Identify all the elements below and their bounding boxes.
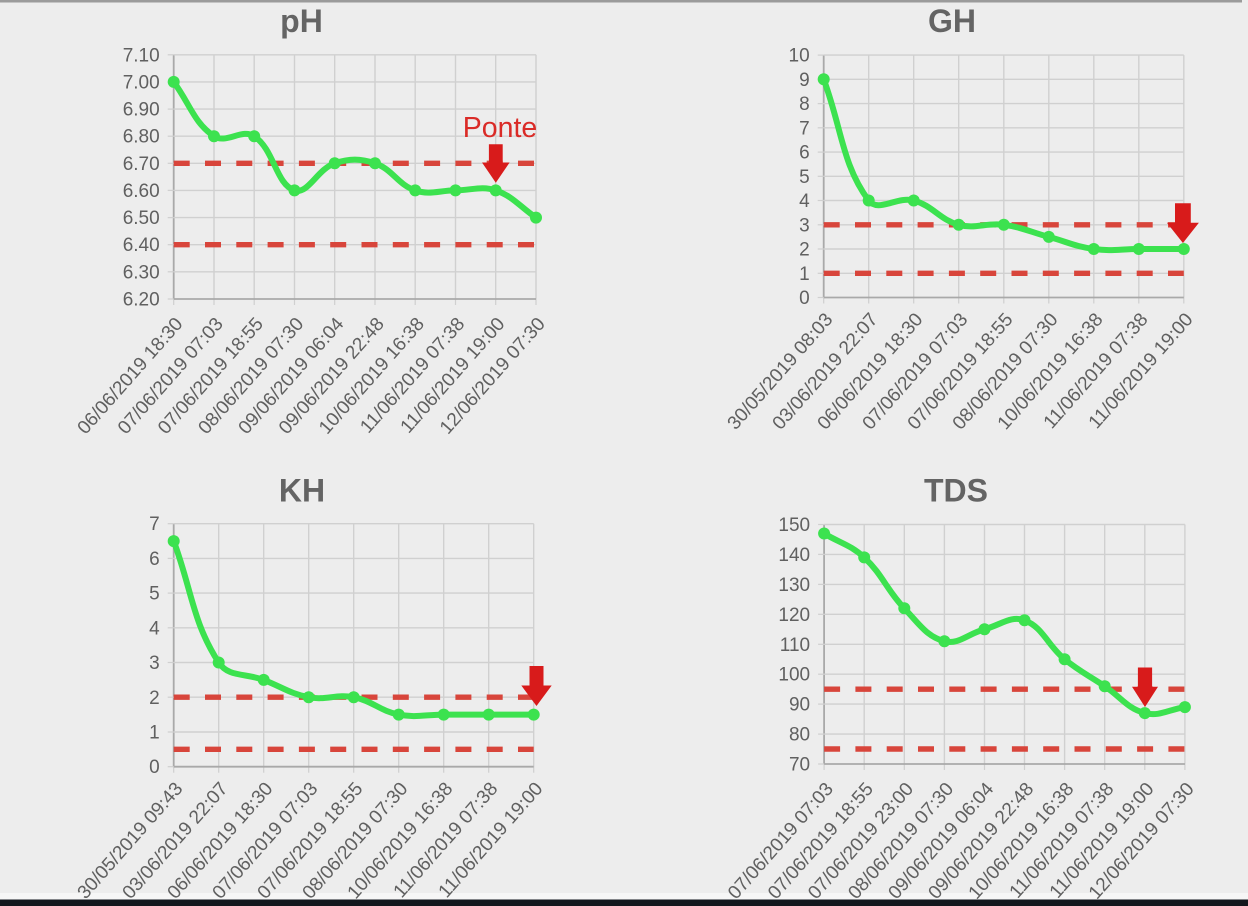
svg-text:2: 2 (799, 240, 810, 261)
svg-text:6.80: 6.80 (123, 127, 160, 148)
svg-text:7.00: 7.00 (123, 72, 160, 93)
svg-text:6.90: 6.90 (123, 100, 160, 121)
svg-text:7.10: 7.10 (123, 45, 160, 66)
svg-text:6.70: 6.70 (123, 154, 160, 175)
svg-text:4: 4 (149, 618, 160, 639)
svg-text:3: 3 (149, 653, 160, 674)
svg-text:6.30: 6.30 (123, 262, 160, 283)
svg-text:6: 6 (799, 143, 810, 164)
svg-text:TDS: TDS (924, 473, 988, 509)
svg-text:130: 130 (778, 575, 810, 596)
svg-text:GH: GH (928, 3, 976, 39)
svg-text:90: 90 (789, 695, 810, 716)
svg-text:0: 0 (799, 288, 810, 309)
svg-text:120: 120 (778, 605, 810, 626)
svg-text:Ponte: Ponte (463, 112, 537, 144)
svg-text:70: 70 (789, 755, 810, 776)
svg-text:80: 80 (789, 725, 810, 746)
svg-text:KH: KH (279, 473, 325, 509)
svg-text:140: 140 (778, 545, 810, 566)
svg-text:6.60: 6.60 (123, 181, 160, 202)
svg-text:10: 10 (789, 46, 810, 67)
svg-text:6.20: 6.20 (123, 290, 160, 311)
svg-text:0: 0 (149, 757, 160, 778)
svg-text:4: 4 (799, 191, 810, 212)
svg-text:150: 150 (778, 515, 810, 536)
svg-text:1: 1 (799, 264, 810, 285)
svg-text:3: 3 (799, 215, 810, 236)
svg-text:1: 1 (149, 723, 160, 744)
svg-text:7: 7 (149, 514, 160, 535)
svg-text:5: 5 (799, 167, 810, 188)
svg-text:pH: pH (280, 3, 323, 39)
svg-text:2: 2 (149, 688, 160, 709)
svg-text:5: 5 (149, 584, 160, 605)
svg-text:8: 8 (799, 94, 810, 115)
svg-text:6.50: 6.50 (123, 208, 160, 229)
svg-text:7: 7 (799, 118, 810, 139)
svg-text:6.40: 6.40 (123, 235, 160, 256)
svg-text:6: 6 (149, 549, 160, 570)
svg-text:9: 9 (799, 70, 810, 91)
svg-text:100: 100 (778, 665, 810, 686)
svg-text:110: 110 (780, 635, 810, 656)
